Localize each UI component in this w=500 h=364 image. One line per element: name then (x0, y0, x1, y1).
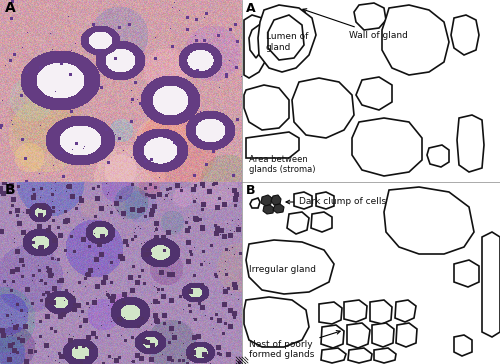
Text: Wall of gland: Wall of gland (303, 9, 408, 40)
Polygon shape (348, 348, 372, 363)
Polygon shape (370, 300, 392, 324)
Polygon shape (246, 240, 334, 294)
Polygon shape (354, 3, 386, 30)
Polygon shape (250, 198, 260, 208)
Polygon shape (258, 5, 316, 72)
Polygon shape (271, 195, 281, 205)
Polygon shape (382, 5, 449, 75)
Polygon shape (396, 323, 417, 347)
Polygon shape (321, 325, 344, 348)
Text: Nest of poorly
formed glands: Nest of poorly formed glands (249, 331, 340, 359)
Polygon shape (273, 204, 284, 213)
Polygon shape (372, 323, 394, 347)
Polygon shape (287, 212, 309, 234)
Polygon shape (244, 297, 309, 347)
Text: Irregular gland: Irregular gland (249, 265, 316, 274)
Text: B: B (5, 183, 15, 197)
Polygon shape (352, 118, 422, 176)
Polygon shape (356, 77, 392, 110)
Polygon shape (451, 15, 479, 55)
Text: A: A (246, 2, 256, 15)
Text: A: A (5, 1, 16, 15)
Polygon shape (261, 195, 272, 206)
Polygon shape (482, 232, 500, 337)
Polygon shape (249, 25, 264, 58)
Text: Dark clump of cells: Dark clump of cells (286, 198, 386, 206)
Polygon shape (311, 212, 332, 232)
Polygon shape (246, 132, 299, 158)
Polygon shape (374, 348, 396, 363)
Text: Lumen of
gland: Lumen of gland (266, 32, 308, 52)
Polygon shape (457, 115, 484, 172)
Polygon shape (454, 260, 479, 287)
Polygon shape (319, 302, 342, 324)
Polygon shape (263, 205, 274, 214)
Polygon shape (294, 192, 312, 209)
Polygon shape (316, 192, 334, 209)
Polygon shape (292, 78, 354, 138)
Polygon shape (244, 15, 272, 78)
Polygon shape (347, 323, 370, 348)
Polygon shape (344, 300, 367, 322)
Text: B: B (246, 184, 256, 197)
Text: Area between
glands (stroma): Area between glands (stroma) (249, 155, 316, 174)
Polygon shape (427, 145, 449, 167)
Polygon shape (395, 300, 416, 322)
Polygon shape (268, 15, 304, 60)
Polygon shape (244, 85, 289, 130)
Polygon shape (454, 335, 472, 356)
Polygon shape (321, 348, 346, 363)
Polygon shape (384, 187, 474, 254)
